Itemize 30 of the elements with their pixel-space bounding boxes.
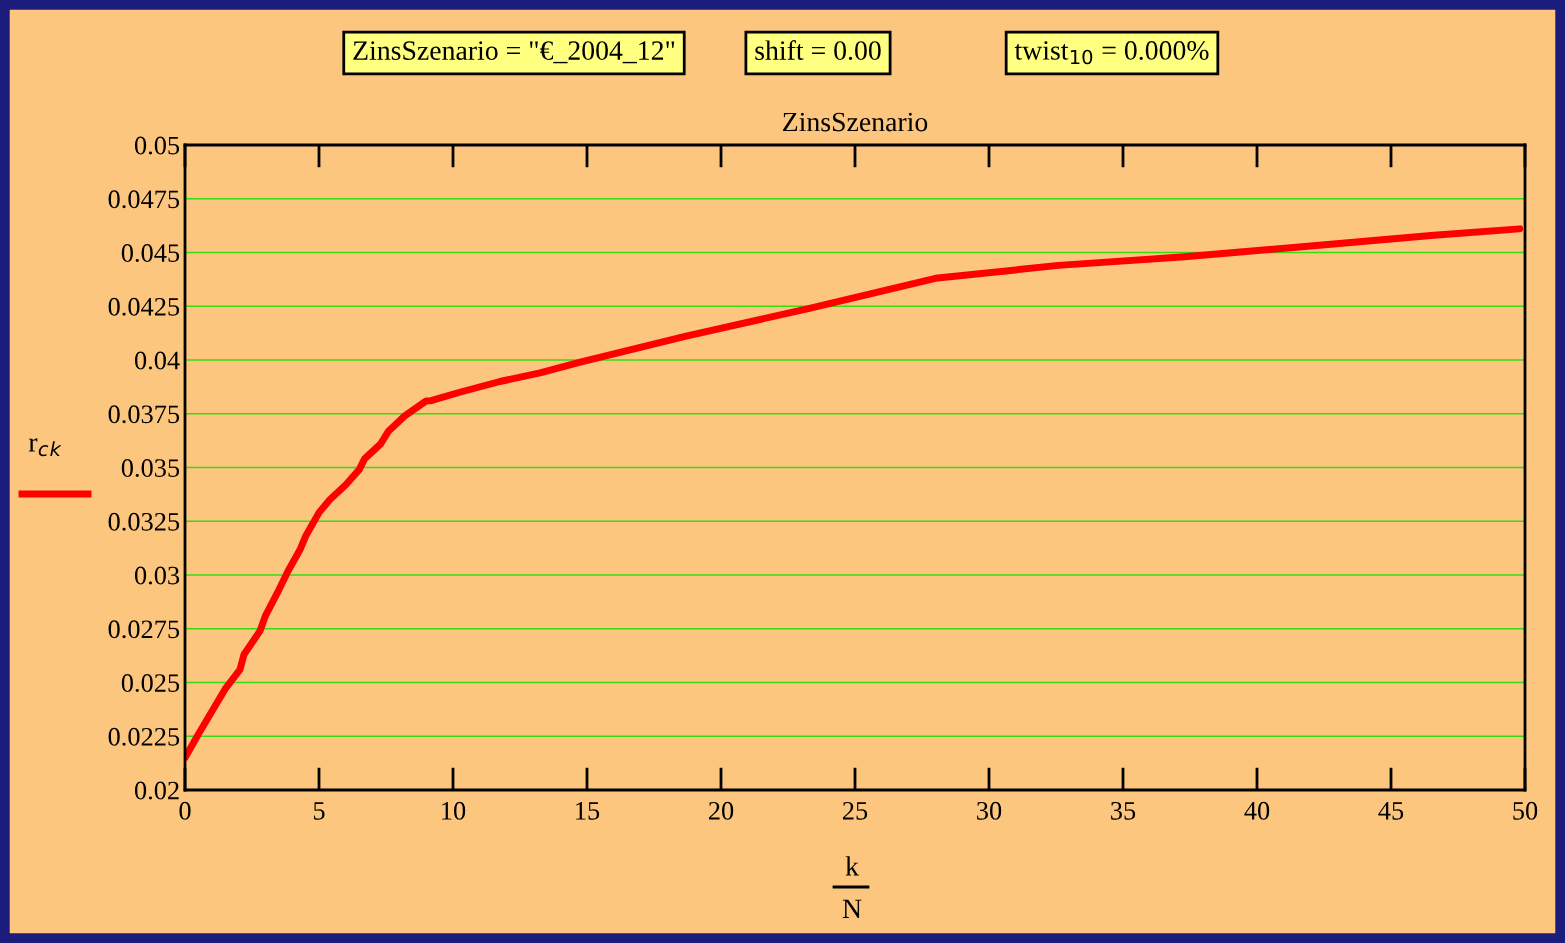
x-tick-label: 15 [576, 802, 600, 820]
x-tick-label: 0 [179, 801, 191, 820]
y-tick-label: 0.05 [134, 136, 180, 155]
y-tick-label: 0.0425 [108, 297, 180, 316]
x-tick-label: 35 [1111, 801, 1136, 820]
x-tick-label: 25 [842, 801, 868, 820]
x-tick-label: 10 [442, 801, 466, 820]
text: shift = 0.00 [755, 40, 881, 61]
y-tick-label: 0.03 [134, 566, 180, 585]
x-tick-label: 40 [1244, 801, 1270, 820]
x-tick-label: 20 [708, 801, 734, 820]
y-tick-label: 0.035 [121, 459, 180, 478]
y-tick-label: 0.0375 [108, 405, 180, 424]
x-axis-title: k N [842, 856, 862, 918]
y-tick-label: 0.0275 [108, 620, 180, 639]
x-tick-label: 50 [1513, 801, 1538, 820]
y-axis-title: r$_{ck}$ [28, 438, 62, 457]
text: ZinsSzenario = "€_2004_12" [353, 41, 675, 64]
y-tick-label: 0.0475 [108, 190, 180, 209]
x-tick-label: 5 [313, 802, 325, 820]
x-tick-label: 45 [1378, 802, 1404, 820]
y-tick-label: 0.045 [121, 244, 180, 263]
y-tick-label: 0.04 [134, 351, 180, 370]
y-tick-label: 0.025 [121, 674, 180, 693]
y-tick-label: 0.02 [134, 781, 179, 800]
y-tick-label: 0.0325 [108, 512, 180, 531]
text: twist$_{10}$ = 0.000% [1014, 41, 1209, 65]
x-tick-label: 30 [977, 801, 1002, 820]
y-tick-label: 0.0225 [108, 727, 180, 746]
chart-title: ZinsSzenario [783, 112, 928, 132]
